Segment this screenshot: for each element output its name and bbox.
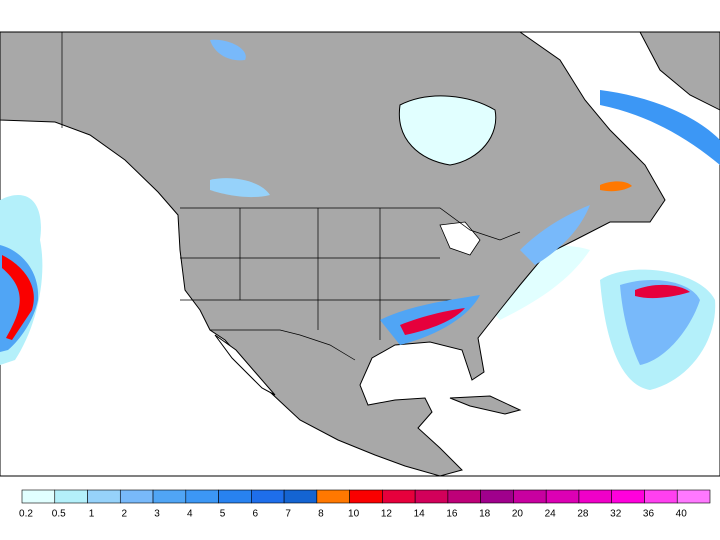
land [639, 31, 720, 111]
colorbar-swatch [185, 489, 219, 504]
colorbar-label: 32 [610, 509, 622, 520]
precip-area [210, 39, 246, 61]
precip-area [400, 308, 465, 335]
colorbar-swatch [119, 489, 154, 504]
precip-area [620, 280, 700, 365]
colorbar-label: 14 [414, 509, 426, 520]
gulf-of-california [214, 334, 276, 396]
precip-area [600, 90, 720, 165]
colorbar-swatch [349, 489, 383, 504]
colorbar-label: 5 [220, 509, 226, 520]
land [449, 395, 522, 415]
colorbar-swatch [382, 489, 416, 504]
colorbar-swatch [54, 489, 88, 504]
colorbar-label: 4 [187, 509, 193, 520]
colorbar-label: 7 [285, 509, 291, 520]
colorbar-label: 2 [122, 509, 128, 520]
colorbar-label: 24 [545, 509, 557, 520]
colorbar-label: 36 [643, 509, 655, 520]
colorbar-label: 0.5 [52, 509, 66, 520]
colorbar-swatch [611, 489, 645, 504]
colorbar-swatch [644, 489, 678, 504]
colorbar-swatch [480, 489, 514, 504]
map [0, 31, 720, 477]
colorbar-label: 20 [512, 509, 524, 520]
colorbar-label: 3 [154, 509, 160, 520]
colorbar-swatch [513, 489, 547, 504]
colorbar-swatch [414, 489, 449, 504]
colorbar-label: 1 [89, 509, 95, 520]
colorbar-swatch [87, 489, 121, 504]
precip-area [210, 178, 270, 198]
colorbar: 0.2 0.5 1 2 3 4 5 6 7 8 10 12 14 16 18 20 24 28 32 36 40 [19, 489, 711, 520]
colorbar-swatch [21, 489, 56, 504]
colorbar-label: 0.2 [19, 509, 33, 520]
colorbar-label: 6 [253, 509, 259, 520]
land [0, 31, 666, 477]
colorbar-label: 8 [318, 509, 324, 520]
colorbar-swatch [218, 489, 252, 504]
colorbar-swatch [545, 489, 580, 504]
colorbar-swatch [578, 489, 613, 504]
colorbar-label: 16 [446, 509, 458, 520]
colorbar-label: 12 [381, 509, 393, 520]
precip-area [2, 255, 34, 340]
colorbar-swatch [283, 489, 318, 504]
colorbar-swatch [251, 489, 285, 504]
precip-area [520, 205, 590, 265]
colorbar-swatch [152, 489, 187, 504]
colorbar-swatch [447, 489, 481, 504]
hudson-bay [398, 95, 497, 166]
border [61, 32, 521, 361]
colorbar-label: 10 [348, 509, 360, 520]
colorbar-swatch [316, 489, 350, 504]
precip-area [635, 284, 690, 299]
colorbar-label: 40 [676, 509, 688, 520]
colorbar-label: 28 [577, 509, 589, 520]
precip-area [600, 181, 632, 192]
colorbar-label: 18 [479, 509, 491, 520]
colorbar-swatch [676, 489, 711, 504]
